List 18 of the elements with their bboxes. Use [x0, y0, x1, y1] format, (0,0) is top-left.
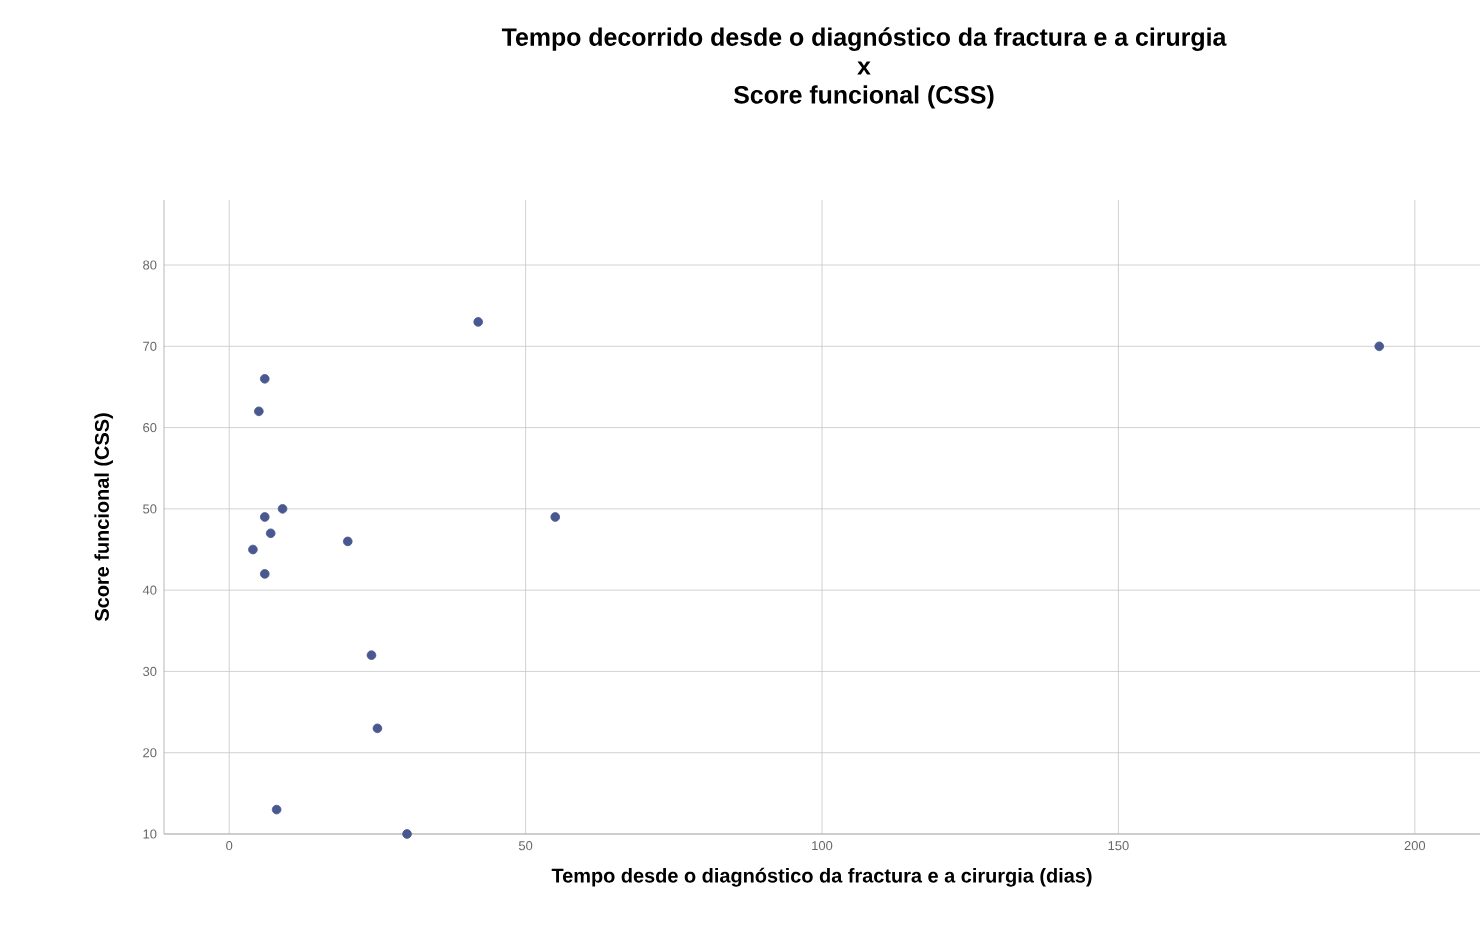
point [1374, 341, 1385, 352]
point [259, 569, 270, 579]
point [259, 512, 270, 522]
point [254, 406, 264, 417]
point [277, 504, 288, 514]
point [265, 528, 276, 539]
point [248, 544, 258, 555]
point [271, 804, 282, 815]
point [372, 723, 383, 734]
x-axis-title: Tempo desde o diagnóstico da fractura e a cirurgia (dias) [551, 867, 1092, 887]
point [342, 536, 353, 547]
point [402, 829, 412, 839]
y-axis-title: Score funcional (CSS) [94, 413, 113, 622]
point [550, 512, 561, 522]
point [366, 650, 377, 660]
chart-title: Tempo decorrido desde o diagnóstico da fractura e a cirurgia x Score funcional (CSS) [501, 27, 1227, 109]
point [473, 317, 483, 327]
point [259, 374, 270, 384]
